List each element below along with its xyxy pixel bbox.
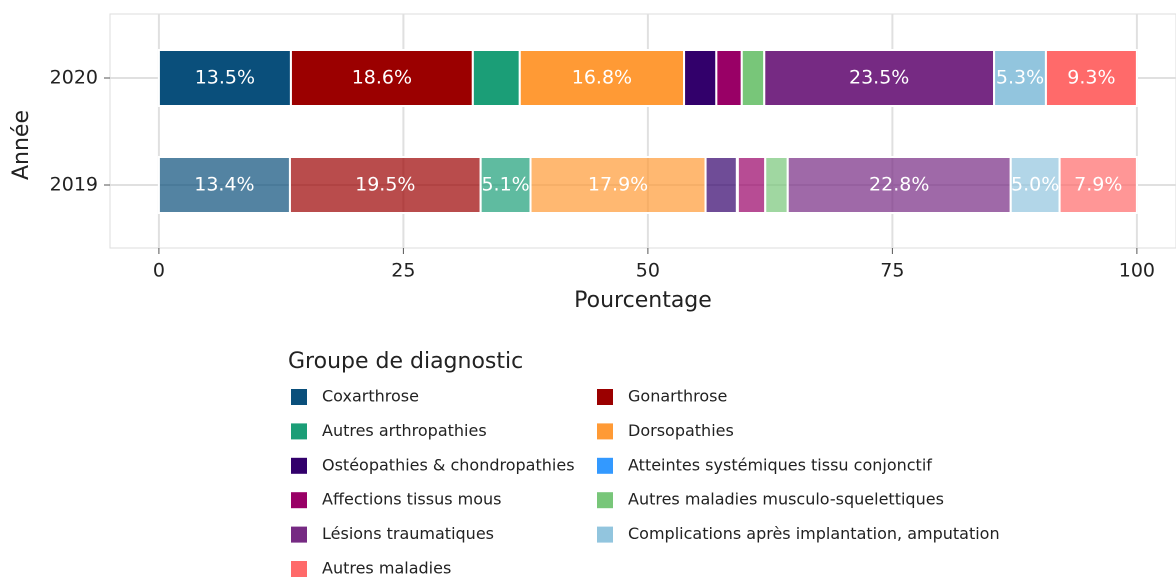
legend-swatch bbox=[291, 526, 307, 543]
bar-segment bbox=[288, 156, 482, 214]
legend-label: Autres maladies musculo-squelettiques bbox=[628, 490, 944, 509]
legend-swatch bbox=[597, 492, 613, 509]
bar-segment bbox=[715, 49, 743, 107]
data-label: 5.3% bbox=[996, 67, 1044, 89]
legend-swatch bbox=[291, 423, 307, 440]
x-tick-label: 50 bbox=[636, 260, 660, 282]
y-tick-label: 2020 bbox=[50, 67, 98, 89]
x-tick-label: 100 bbox=[1119, 260, 1155, 282]
legend-label: Lésions traumatiques bbox=[322, 524, 494, 543]
x-tick-label: 0 bbox=[153, 260, 165, 282]
legend-swatch bbox=[597, 389, 613, 405]
bar-segment bbox=[993, 49, 1047, 107]
legend-label: Coxarthrose bbox=[322, 387, 419, 406]
y-axis-title: Année bbox=[9, 110, 34, 180]
bar-segment bbox=[704, 156, 738, 214]
legend-label: Complications après implantation, amputa… bbox=[628, 524, 1000, 543]
legend-label: Autres arthropathies bbox=[322, 421, 487, 440]
data-label: 13.4% bbox=[194, 174, 254, 196]
bar-segment bbox=[518, 49, 686, 107]
data-label: 5.1% bbox=[481, 174, 529, 196]
legend-label: Gonarthrose bbox=[628, 387, 727, 406]
data-label: 22.8% bbox=[869, 174, 929, 196]
legend-swatch bbox=[291, 389, 307, 405]
data-label: 9.3% bbox=[1067, 67, 1115, 89]
legend-label: Atteintes systémiques tissu conjonctif bbox=[628, 455, 932, 474]
bar-segment bbox=[786, 156, 1012, 214]
data-label: 5.0% bbox=[1011, 174, 1059, 196]
data-label: 13.5% bbox=[195, 67, 255, 89]
legend-swatch bbox=[291, 561, 307, 577]
bar-segment bbox=[683, 49, 718, 107]
legend-label: Dorsopathies bbox=[628, 421, 734, 440]
data-label: 23.5% bbox=[849, 67, 909, 89]
bar-segment bbox=[740, 49, 766, 107]
data-label: 18.6% bbox=[352, 67, 412, 89]
bar-segment bbox=[289, 49, 474, 107]
legend-swatch bbox=[291, 457, 307, 474]
data-label: 7.9% bbox=[1074, 174, 1122, 196]
legend-title: Groupe de diagnostic bbox=[288, 349, 523, 374]
bar-segment bbox=[1058, 156, 1138, 214]
bar-segment bbox=[764, 156, 789, 214]
y-tick-label: 2019 bbox=[50, 174, 98, 196]
bar-segment bbox=[529, 156, 707, 214]
x-axis-title: Pourcentage bbox=[574, 288, 712, 313]
legend-swatch bbox=[291, 492, 307, 509]
legend-label: Ostéopathies & chondropathies bbox=[322, 455, 575, 474]
bar-segment bbox=[471, 49, 521, 107]
x-tick-label: 75 bbox=[880, 260, 904, 282]
data-label: 16.8% bbox=[572, 67, 632, 89]
x-tick-label: 25 bbox=[391, 260, 415, 282]
data-label: 19.5% bbox=[355, 174, 415, 196]
bar-segment bbox=[763, 49, 996, 107]
bar-segment bbox=[736, 156, 767, 214]
legend-label: Affections tissus mous bbox=[322, 490, 501, 509]
legend-label: Autres maladies bbox=[322, 559, 451, 578]
legend-swatch bbox=[597, 457, 613, 474]
legend-swatch bbox=[597, 423, 613, 440]
bar-segment bbox=[1044, 49, 1138, 107]
legend-swatch bbox=[597, 526, 613, 543]
data-label: 17.9% bbox=[588, 174, 648, 196]
